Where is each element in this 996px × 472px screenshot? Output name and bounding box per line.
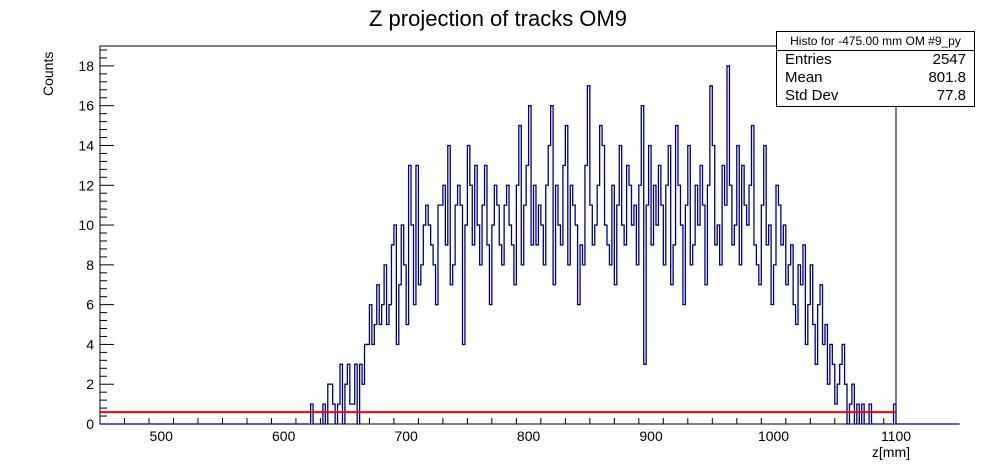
y-tick-label: 14 (78, 137, 94, 153)
stats-entries-label: Entries (785, 51, 832, 68)
x-tick-label: 900 (639, 428, 663, 444)
stats-stddev-label: Std Dev (785, 87, 839, 104)
chart-title: Z projection of tracks OM9 (369, 6, 627, 31)
stats-histogram-name: Histo for -475.00 mm OM #9_py (777, 32, 974, 51)
y-tick-label: 12 (78, 177, 94, 193)
x-tick-label: 600 (272, 428, 296, 444)
stats-stddev-value: 77.8 (936, 87, 966, 104)
histogram-series (100, 65, 960, 425)
x-tick-label: 700 (394, 428, 418, 444)
y-tick-label: 6 (86, 297, 94, 313)
x-tick-label: 1000 (758, 428, 789, 444)
y-tick-label: 10 (78, 217, 94, 233)
stats-entries-value: 2547 (932, 51, 966, 68)
plot-frame (99, 45, 897, 425)
stats-row-stddev: Std Dev 77.8 (777, 87, 974, 105)
x-tick-label: 800 (517, 428, 541, 444)
stats-mean-value: 801.8 (928, 69, 966, 86)
stats-box: Histo for -475.00 mm OM #9_py Entries 25… (776, 31, 975, 107)
y-tick-label: 18 (78, 58, 94, 74)
stats-row-entries: Entries 2547 (777, 51, 974, 69)
y-tick-label: 4 (86, 336, 94, 352)
x-axis-label: z[mm] (871, 444, 910, 460)
y-axis-label: Counts (40, 51, 56, 96)
y-tick-label: 8 (86, 257, 94, 273)
stats-mean-label: Mean (785, 69, 823, 86)
stats-row-mean: Mean 801.8 (777, 69, 974, 87)
x-tick-label: 1100 (881, 428, 911, 444)
x-tick-label: 500 (150, 428, 174, 444)
axes-group: 500 600 700 800 900 1000 1100 0 2 4 6 8 10 12 14 16 18 (78, 49, 911, 444)
y-tick-label: 0 (86, 416, 94, 432)
y-tick-label: 16 (78, 98, 94, 114)
y-tick-label: 2 (86, 376, 94, 392)
